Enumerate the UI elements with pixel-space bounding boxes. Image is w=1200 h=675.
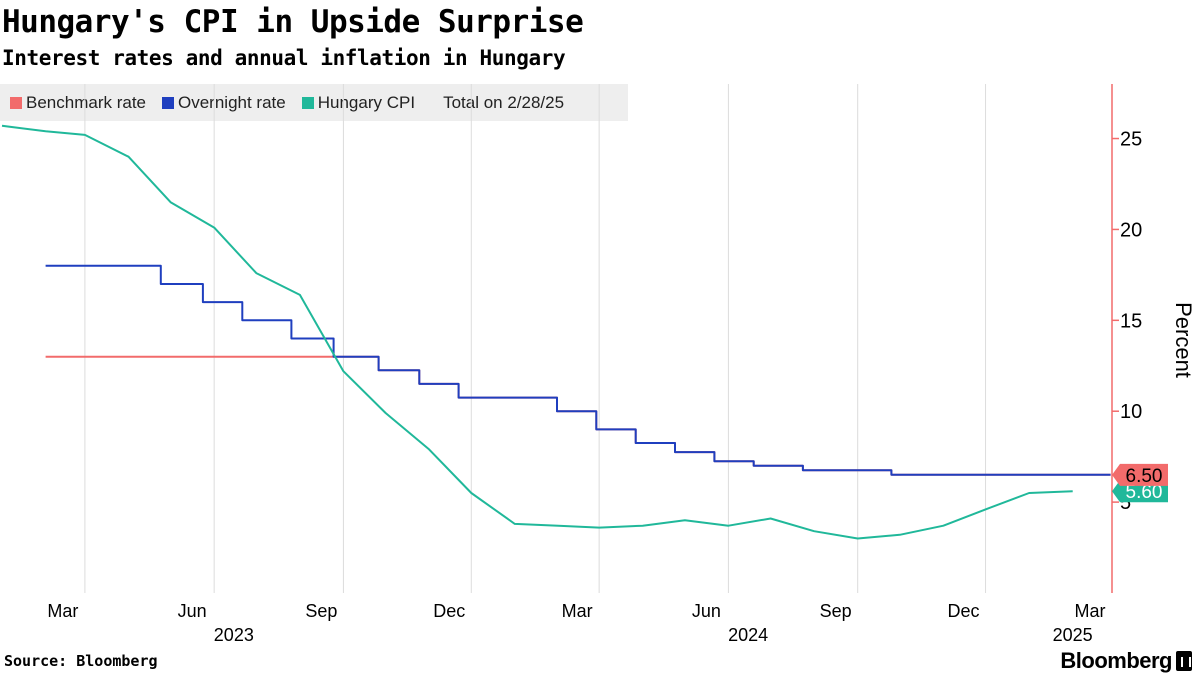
cpi-last-value-tag-shape [1112, 480, 1168, 503]
grid-layer [84, 84, 1113, 593]
x-tick-label: Mar [47, 601, 78, 621]
x-year-label: 2023 [214, 625, 254, 645]
chart-title: Hungary's CPI in Upside Surprise [2, 4, 584, 40]
axis-layer [1111, 84, 1119, 593]
legend-item-cpi: Hungary CPI [301, 92, 416, 113]
x-tick-label: Jun [692, 601, 721, 621]
chart-subtitle: Interest rates and annual inflation in H… [2, 46, 566, 70]
series-layer [1, 124, 1111, 540]
y-tick-label: 5 [1120, 492, 1131, 514]
legend-total-label: Total on 2/28/25 [443, 92, 565, 112]
benchmark-last-value-tag-text: 6.50 [1126, 466, 1163, 487]
cpi-last-value-tag-text: 5.60 [1126, 482, 1163, 503]
x-tick-label: Dec [433, 601, 465, 621]
legend-label-benchmark: Benchmark rate [26, 92, 146, 112]
bloomberg-chart-icon [1176, 651, 1192, 671]
legend-swatch-cpi [301, 96, 314, 109]
x-year-label: 2025 [1053, 625, 1093, 645]
x-tick-label: Jun [178, 601, 207, 621]
legend-swatch-benchmark [10, 96, 22, 109]
legend-item-overnight: Overnight rate [162, 93, 286, 113]
series-line-benchmark-rate [45, 355, 1111, 476]
x-tick-label: Dec [948, 601, 980, 621]
x-tick-label: Sep [820, 601, 852, 621]
legend-item-benchmark: Benchmark rate [10, 93, 146, 113]
benchmark-last-value-tag: 6.50 [1112, 463, 1168, 487]
legend-label-cpi: Hungary CPI [317, 92, 416, 112]
source-note: Source: Bloomberg [4, 652, 158, 670]
series-line-overnight-rate [45, 264, 1111, 476]
y-axis-title: Percent [1171, 302, 1196, 378]
x-tick-label: Mar [562, 601, 593, 621]
y-tick-label: 10 [1120, 401, 1142, 423]
legend: Benchmark rate Overnight rate Hungary CP… [0, 84, 628, 121]
cpi-last-value-tag: 5.60 [1112, 480, 1168, 503]
x-year-label: 2024 [728, 625, 768, 645]
y-tick-label: 20 [1120, 219, 1142, 241]
legend-swatch-overnight [162, 96, 174, 109]
y-tick-label: 25 [1120, 129, 1142, 151]
brand-text: Bloomberg [1060, 648, 1172, 673]
benchmark-last-value-tag-shape [1112, 463, 1168, 486]
series-line-hungary-cpi [1, 124, 1073, 540]
x-tick-label: Mar [1075, 601, 1106, 621]
bloomberg-logo: Bloomberg [1060, 648, 1192, 674]
y-tick-label: 15 [1120, 310, 1142, 332]
legend-label-overnight: Overnight rate [178, 92, 286, 112]
x-tick-label: Sep [305, 601, 337, 621]
